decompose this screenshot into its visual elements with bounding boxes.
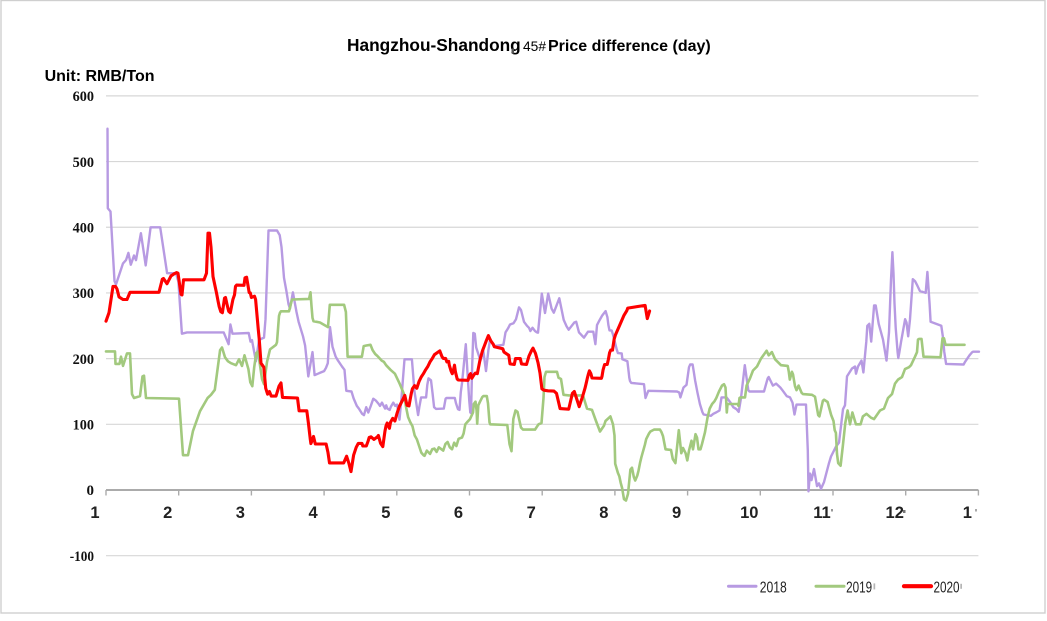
svg-text:45#: 45#	[523, 38, 546, 54]
svg-text:-100: -100	[70, 549, 94, 565]
svg-text:3: 3	[236, 504, 245, 522]
svg-text:Unit: RMB/Ton: Unit: RMB/Ton	[45, 68, 155, 85]
svg-text:500: 500	[73, 155, 94, 171]
svg-text:2019: 2019	[846, 580, 872, 597]
svg-text:2020: 2020	[934, 580, 960, 597]
svg-text:9: 9	[672, 504, 681, 522]
svg-text:0: 0	[87, 483, 95, 499]
svg-text:300: 300	[73, 286, 94, 302]
svg-text:Hangzhou-Shandong: Hangzhou-Shandong	[347, 35, 521, 55]
svg-text:12: 12	[886, 504, 904, 522]
svg-text:6: 6	[454, 504, 463, 522]
svg-text:600: 600	[73, 89, 94, 105]
svg-text:5: 5	[381, 504, 390, 522]
svg-text:Price difference (day): Price difference (day)	[548, 38, 711, 55]
svg-text:400: 400	[73, 221, 94, 237]
svg-text:8: 8	[599, 504, 608, 522]
svg-text:100: 100	[73, 418, 94, 434]
svg-text:4: 4	[309, 504, 319, 522]
svg-text:10: 10	[740, 504, 758, 522]
svg-text:11: 11	[813, 504, 830, 522]
svg-text:7: 7	[527, 504, 536, 522]
svg-text:1: 1	[963, 504, 972, 522]
svg-text:2: 2	[163, 504, 172, 522]
svg-text:1: 1	[90, 504, 99, 522]
svg-text:2018: 2018	[760, 580, 787, 597]
svg-text:200: 200	[73, 352, 94, 368]
